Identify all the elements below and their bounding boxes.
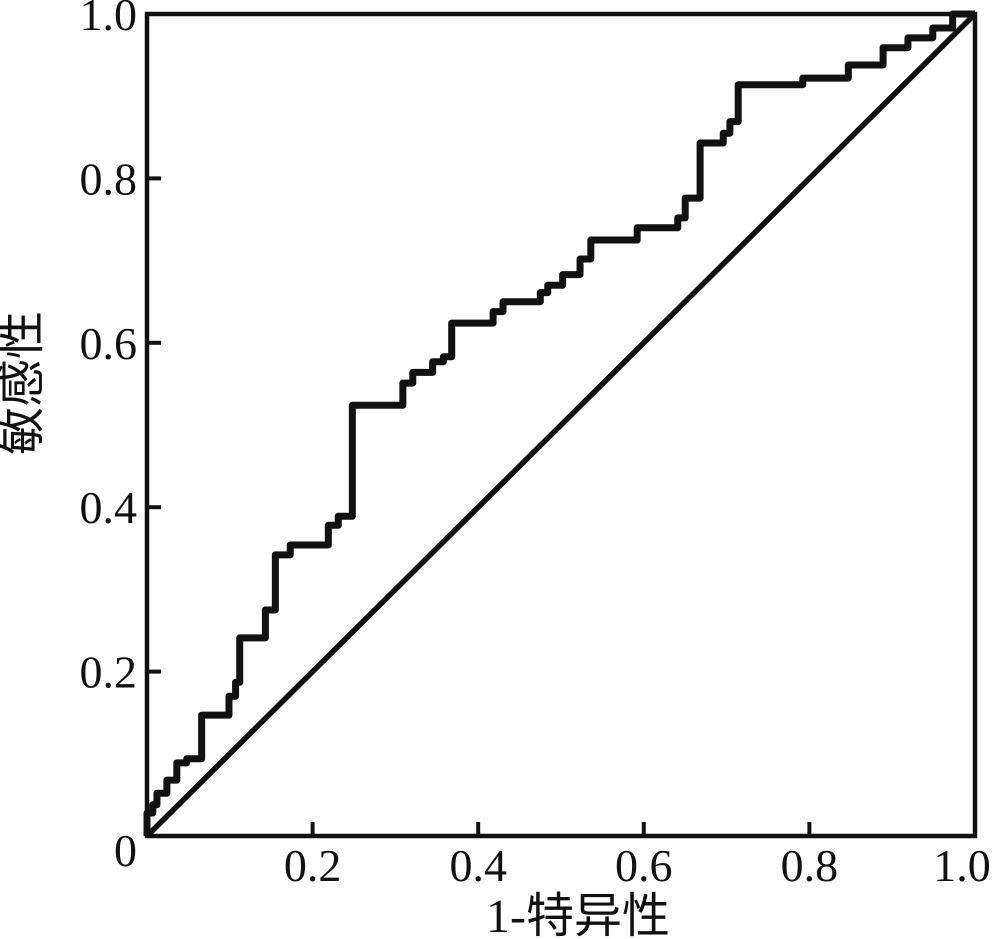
- y-tick-label-0.8: 0.8: [80, 153, 138, 204]
- y-tick-label-0.4: 0.4: [80, 482, 138, 533]
- x-tick-label-0.2: 0.2: [284, 840, 342, 891]
- x-tick-label-1.0: 1.0: [933, 840, 991, 891]
- y-tick-label-0.6: 0.6: [80, 318, 138, 369]
- x-axis-title: 1-特异性: [486, 890, 670, 939]
- y-tick-label-0.2: 0.2: [80, 647, 138, 698]
- y-axis-title: 敏感性: [0, 311, 49, 455]
- reference-diagonal-line: [145, 12, 977, 838]
- origin-tick-label: 0: [114, 825, 137, 876]
- y-tick-label-1.0: 1.0: [80, 0, 138, 40]
- plot-border: [144, 11, 978, 839]
- axis-tick-labels: 0.2 0.4 0.6 0.8 1.0 0.2 0.4 0.6 0.8 1.0: [80, 0, 991, 891]
- series-lines: [143, 10, 977, 838]
- x-tick-label-0.6: 0.6: [615, 840, 673, 891]
- x-tick-label-0.4: 0.4: [449, 840, 507, 891]
- axis-ticks: [147, 176, 812, 836]
- roc-curve-line: [143, 10, 975, 836]
- x-tick-label-0.8: 0.8: [781, 840, 839, 891]
